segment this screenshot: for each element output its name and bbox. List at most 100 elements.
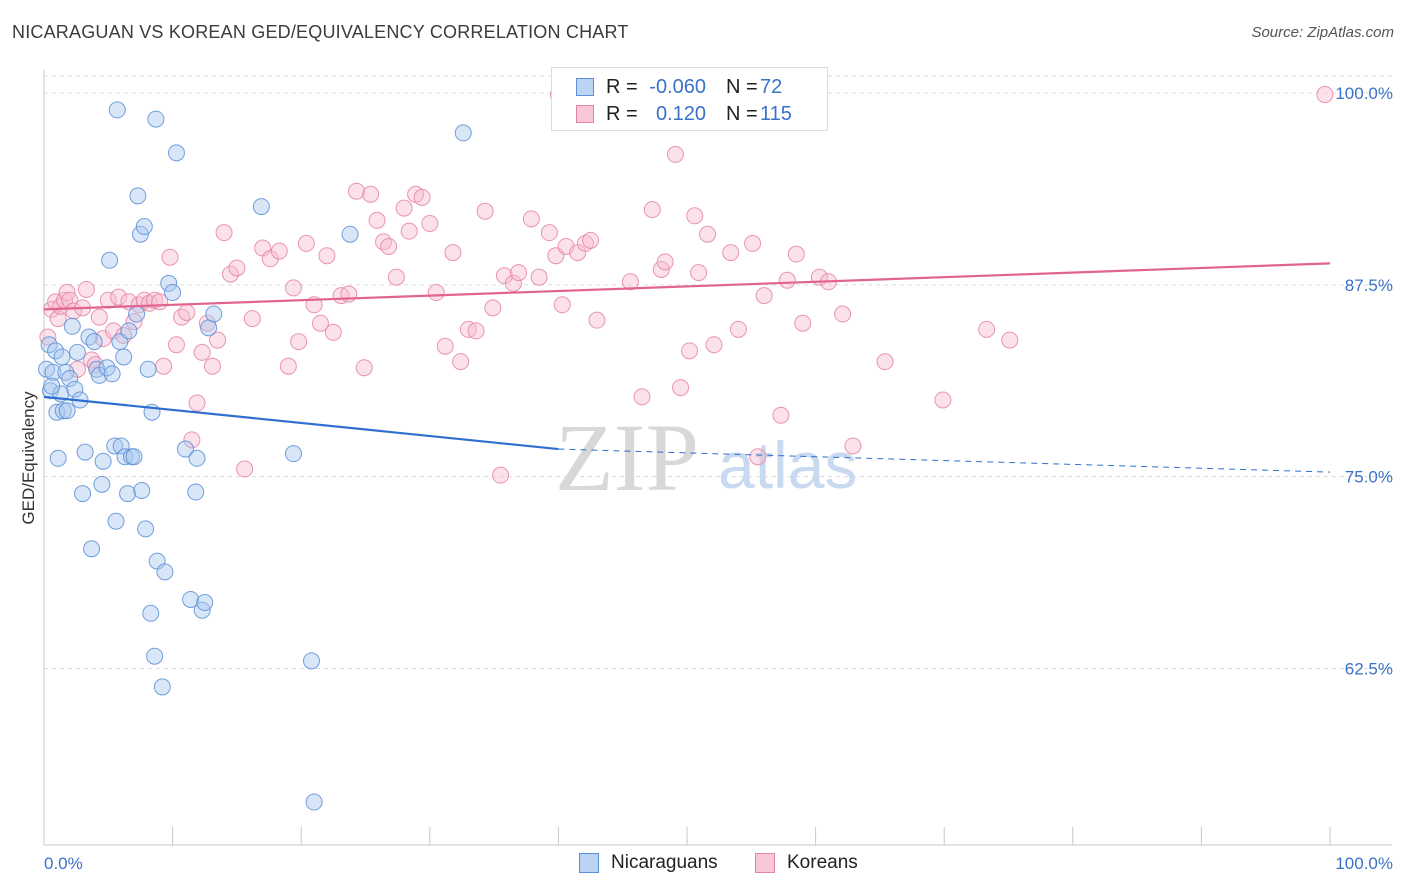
nicaraguan-point <box>196 594 214 612</box>
korean-point <box>183 431 201 449</box>
korean-point <box>110 288 128 306</box>
legend-n-value: 72 <box>760 75 783 98</box>
nicaraguan-point <box>68 343 86 361</box>
korean-point <box>77 280 95 298</box>
nicaraguan-point <box>53 348 71 366</box>
nicaraguan-point <box>135 218 153 236</box>
nicaraguan-point <box>305 793 323 811</box>
legend-item-koreans[interactable]: Koreans <box>755 852 858 874</box>
points-layer <box>38 86 1334 811</box>
watermark-zip: ZIP <box>555 404 699 511</box>
nicaraguan-point <box>58 402 76 420</box>
nicaraguan-point <box>115 348 133 366</box>
nicaraguan-point <box>108 101 126 119</box>
nicaraguan-trend-line <box>43 395 559 451</box>
nicaraguan-point <box>454 124 472 142</box>
korean-point <box>324 323 342 341</box>
korean-point <box>380 237 398 255</box>
korean-point <box>236 460 254 478</box>
nicaraguan-point <box>133 481 151 499</box>
legend-r-label: R = <box>606 102 638 125</box>
korean-point <box>284 279 302 297</box>
nicaraguan-point <box>94 452 112 470</box>
nicaraguan-trend-extension <box>558 448 1331 473</box>
korean-point <box>722 244 740 262</box>
korean-point <box>347 182 365 200</box>
legend-label-nicaraguans: Nicaraguans <box>611 852 718 873</box>
korean-point <box>215 224 233 242</box>
korean-point <box>643 201 661 219</box>
y-tick-label: 75.0% <box>1345 468 1393 487</box>
korean-point <box>209 331 227 349</box>
nicaraguan-point <box>49 449 67 467</box>
nicaraguan-point <box>107 512 125 530</box>
nicaraguan-point <box>103 365 121 383</box>
korean-point <box>400 222 418 240</box>
korean-point <box>772 406 790 424</box>
korean-point <box>421 214 439 232</box>
nicaraguan-point <box>66 380 84 398</box>
korean-point <box>476 202 494 220</box>
nicaraguan-point <box>137 520 155 538</box>
legend-item-nicaraguans[interactable]: Nicaraguans <box>579 852 718 874</box>
korean-point <box>65 302 83 320</box>
legend-n-label: N = <box>726 102 758 125</box>
nicaraguan-point <box>182 590 200 608</box>
korean-point <box>794 314 812 332</box>
korean-point <box>318 247 336 265</box>
nicaraguan-point <box>120 322 138 340</box>
nicaraguan-point <box>83 540 101 558</box>
x-tick-label: 0.0% <box>44 854 83 873</box>
nicaraguan-point <box>54 402 72 420</box>
nicaraguan-point <box>119 485 137 503</box>
legend-n-value: 115 <box>760 102 792 125</box>
nicaraguan-point <box>167 144 185 162</box>
korean-point <box>375 233 393 251</box>
korean-point <box>633 388 651 406</box>
korean-point <box>588 311 606 329</box>
nicaraguan-point <box>284 445 302 463</box>
korean-point <box>582 231 600 249</box>
nicaraguan-point <box>187 483 205 501</box>
korean-point <box>681 342 699 360</box>
legend-swatch-nicaraguans <box>576 78 594 96</box>
nicaraguan-point <box>63 317 81 335</box>
korean-point <box>368 211 386 229</box>
korean-point <box>355 359 373 377</box>
y-tick-label: 87.5% <box>1345 276 1393 295</box>
legend-r-value: -0.060 <box>649 75 706 98</box>
x-tick-label: 100.0% <box>1335 854 1393 873</box>
korean-point <box>413 188 431 206</box>
nicaraguan-point <box>205 305 223 323</box>
korean-point <box>510 264 528 282</box>
legend-r-label: R = <box>606 75 638 98</box>
chart-source: Source: ZipAtlas.com <box>1251 24 1394 41</box>
y-axis-label: GED/Equivalency <box>19 391 38 525</box>
nicaraguan-point <box>74 485 92 503</box>
korean-point <box>297 234 315 252</box>
nicaraguan-point <box>156 563 174 581</box>
korean-point <box>705 336 723 354</box>
legend-row-nicaraguans: R = -0.060 N = 72 <box>576 74 782 100</box>
nicaraguan-point <box>93 475 111 493</box>
nicaraguan-point <box>47 342 65 360</box>
korean-point <box>834 305 852 323</box>
nicaraguan-point <box>112 437 130 455</box>
nicaraguan-point <box>101 251 119 269</box>
korean-trend-line <box>43 262 1331 311</box>
nicaraguan-point <box>61 369 79 387</box>
korean-point <box>530 268 548 286</box>
korean-point <box>279 357 297 375</box>
korean-point <box>522 210 540 228</box>
chart-title: NICARAGUAN VS KOREAN GED/EQUIVALENCY COR… <box>12 22 629 42</box>
nicaraguan-point <box>341 225 359 243</box>
korean-point <box>778 271 796 289</box>
korean-point <box>492 466 510 484</box>
axis-layer <box>43 70 1392 846</box>
nicaraguan-point <box>302 652 320 670</box>
korean-point <box>553 296 571 314</box>
korean-point <box>270 242 288 260</box>
nicaraguan-point <box>176 440 194 458</box>
y-tick-label: 62.5% <box>1345 660 1393 679</box>
